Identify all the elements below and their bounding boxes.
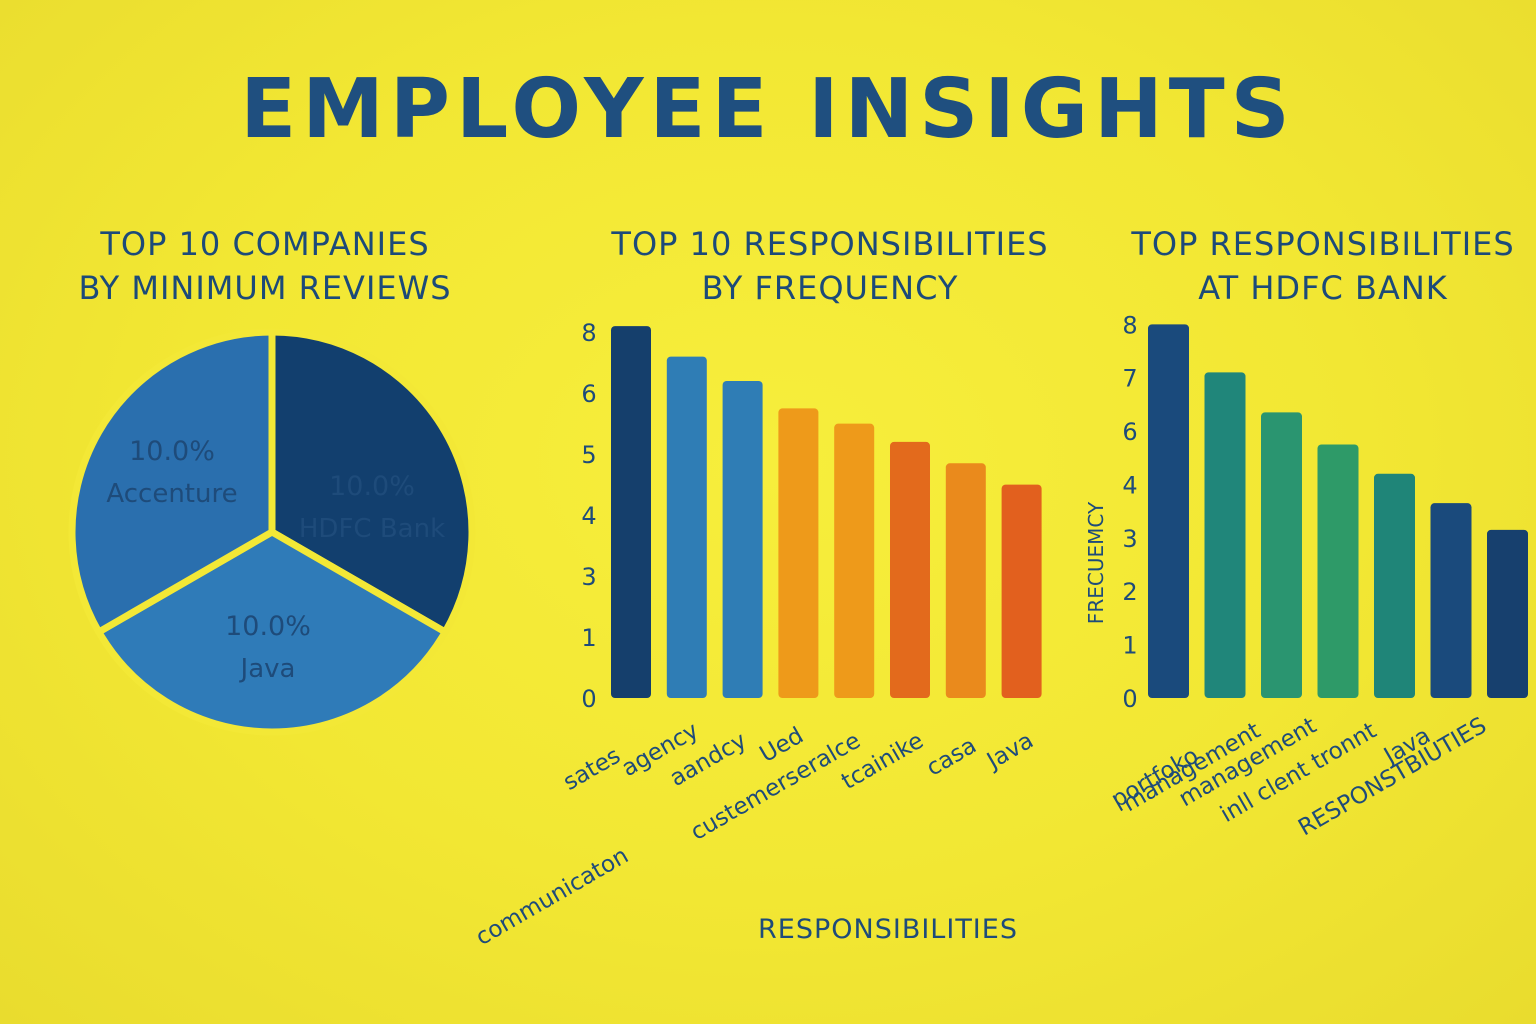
page-title: EMPLOYEE INSIGHTS — [240, 62, 1296, 157]
bar-chart-1-category-label: sates — [559, 743, 625, 796]
bar-chart-2-title: TOP RESPONSIBILITIES AT HDFC BANK — [1110, 222, 1536, 310]
bar-chart-1-y-tick: 8 — [581, 319, 596, 347]
pie-slice-accenture — [68, 328, 276, 636]
bar-chart-2-y-tick: 4 — [1122, 471, 1137, 499]
bar-chart-1-category-label: Java — [981, 728, 1038, 776]
bar-chart-1-bar — [1001, 484, 1042, 698]
bar-chart-2-bar — [1148, 324, 1189, 698]
pie-slice-label: Java — [239, 654, 296, 684]
bar-chart-2-bar — [1374, 473, 1415, 698]
bar-chart-1-bar — [778, 408, 819, 698]
bar-chart-1-x-axis-label: RESPONSIBILITIES — [758, 914, 1018, 945]
pie-pct-label: 10.0% — [129, 436, 215, 467]
pie-chart-title-line1: TOP 10 COMPANIES — [100, 225, 430, 263]
bar-chart-2-title-line1: TOP RESPONSIBILITIES — [1131, 225, 1515, 263]
pie-chart-title: TOP 10 COMPANIES BY MINIMUM REVIEWS — [30, 222, 500, 310]
bar-chart-1-title-line2: BY FREQUENCY — [701, 269, 959, 307]
bar-chart-1-y-tick: 0 — [581, 685, 596, 713]
pie-pct-label: 10.0% — [225, 611, 311, 642]
pie-pct-label: 10.0% — [329, 471, 415, 502]
bar-chart-2-y-tick: 0 — [1122, 685, 1137, 713]
bar-chart-2-category-label: RESPONSTBIUTIES — [1294, 713, 1491, 842]
bar-chart-2-y-tick: 2 — [1122, 578, 1137, 606]
bar-chart-1-y-tick: 6 — [581, 380, 596, 408]
pie-chart-title-line2: BY MINIMUM REVIEWS — [78, 269, 452, 307]
bar-chart-1-title: TOP 10 RESPONSIBILITIES BY FREQUENCY — [560, 222, 1100, 310]
pie-slice-label: Accenture — [106, 479, 237, 509]
bar-chart-2-bar — [1430, 503, 1472, 698]
bar-chart-1-y-tick: 4 — [581, 502, 596, 530]
bar-chart-1-y-tick: 5 — [581, 441, 596, 469]
bar-chart-1-category-label: casa — [922, 733, 981, 782]
bar-chart-1-title-line1: TOP 10 RESPONSIBILITIES — [611, 225, 1049, 263]
bar-chart-2-bar — [1204, 372, 1246, 698]
bar-chart-1-bar — [834, 423, 875, 698]
bar-chart-1-bar — [722, 380, 763, 698]
bar-chart-2-y-tick: 6 — [1122, 418, 1137, 446]
bar-chart-2-y-axis-label: FRECUEMCY — [1084, 501, 1108, 624]
bar-chart-2-bar — [1317, 444, 1359, 698]
bar-chart-2-bar — [1487, 529, 1528, 698]
bar-chart-2-y-tick: 7 — [1122, 365, 1137, 393]
bar-chart-2-y-tick: 3 — [1122, 525, 1137, 553]
bar-chart-1-bar — [945, 463, 986, 698]
pie-slice-java — [95, 528, 449, 736]
bar-chart-1-bar — [611, 326, 651, 698]
bar-chart-1-bar — [890, 441, 930, 698]
pie-slice-label: HDFC Bank — [299, 514, 445, 544]
bar-chart-1-y-tick: 1 — [581, 624, 596, 652]
bar-chart-1-category-label: communicaton — [471, 843, 633, 951]
bar-chart-2-y-tick: 1 — [1122, 632, 1137, 660]
bar-chart-2-bar — [1261, 412, 1302, 698]
bar-chart-2-y-tick: 8 — [1122, 311, 1137, 339]
bar-chart-1-y-tick: 3 — [581, 563, 596, 591]
bar-chart-2-title-line2: AT HDFC BANK — [1198, 269, 1448, 307]
bar-chart-1-bar — [666, 356, 707, 698]
